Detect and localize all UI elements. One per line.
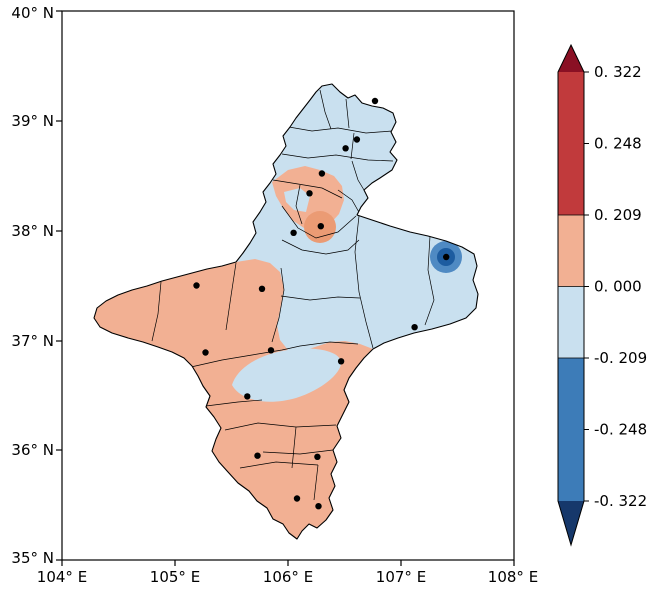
y-tick-label: 40° N xyxy=(11,4,54,22)
y-tick-label: 39° N xyxy=(11,112,54,130)
y-axis-ticks xyxy=(56,10,62,561)
x-axis-labels: 104° E 105° E 106° E 107° E 108° E xyxy=(37,568,538,586)
colorbar-segment xyxy=(558,429,584,501)
colorbar-arrow-top xyxy=(558,45,584,72)
x-tick-label: 107° E xyxy=(376,568,426,586)
colorbar-tick-label: -0. 322 xyxy=(594,492,647,510)
colorbar: 0. 322 0. 248 0. 209 0. 000 -0. 209 -0. … xyxy=(557,43,647,547)
station-dot xyxy=(318,170,326,177)
county-boundaries xyxy=(151,89,435,501)
colorbar-arrow-bottom xyxy=(558,501,584,545)
station-dot xyxy=(353,136,361,143)
x-axis-ticks xyxy=(61,560,515,566)
x-tick-label: 106° E xyxy=(263,568,313,586)
y-tick-label: 38° N xyxy=(11,222,54,240)
station-dot xyxy=(411,324,418,331)
colorbar-segment xyxy=(558,72,584,144)
colorbar-labels: 0. 322 0. 248 0. 209 0. 000 -0. 209 -0. … xyxy=(594,63,647,510)
colorbar-segment xyxy=(558,358,584,430)
province-base-region xyxy=(94,84,478,539)
province-outline xyxy=(93,83,479,540)
station-dot xyxy=(371,97,379,105)
colorbar-segment xyxy=(558,215,584,287)
colorbar-segment xyxy=(558,286,584,358)
station-dot xyxy=(290,229,297,236)
x-tick-label: 104° E xyxy=(37,568,87,586)
station-dot xyxy=(267,347,275,354)
station-dot xyxy=(193,282,200,289)
south-blue-band xyxy=(232,348,342,402)
colorbar-tick-label: -0. 248 xyxy=(594,421,647,439)
station-dot xyxy=(315,503,322,510)
x-tick-label: 105° E xyxy=(150,568,200,586)
station-dot xyxy=(202,349,209,356)
y-tick-label: 35° N xyxy=(11,549,54,567)
station-dot xyxy=(337,358,345,365)
station-dot xyxy=(317,223,324,230)
salmon-west-south-region xyxy=(94,259,373,539)
colorbar-tick-label: -0. 209 xyxy=(594,349,647,367)
x-tick-label: 108° E xyxy=(488,568,538,586)
colorbar-segment-dividers xyxy=(558,214,584,359)
y-tick-label: 36° N xyxy=(11,441,54,459)
y-axis-labels: 40° N 39° N 38° N 37° N 36° N 35° N xyxy=(11,4,54,567)
station-dot xyxy=(244,393,251,400)
colorbar-segment xyxy=(558,143,584,215)
station-dot xyxy=(258,285,266,292)
axes-frame: 104° E 105° E 106° E 107° E 108° E 40° N… xyxy=(11,4,538,586)
colorbar-tick-label: 0. 000 xyxy=(594,278,642,296)
colorbar-tick-label: 0. 209 xyxy=(594,206,642,224)
station-dot xyxy=(314,453,321,460)
station-dot xyxy=(293,495,301,502)
station-dot xyxy=(443,253,450,261)
station-dot xyxy=(254,452,261,459)
colorbar-ticks xyxy=(584,71,589,502)
y-tick-label: 37° N xyxy=(11,332,54,350)
station-dot xyxy=(306,190,313,197)
map-plot xyxy=(93,83,479,540)
station-dot xyxy=(342,145,349,152)
colorbar-tick-label: 0. 248 xyxy=(594,135,642,153)
colorbar-tick-label: 0. 322 xyxy=(594,63,642,81)
station-dots xyxy=(193,97,450,510)
